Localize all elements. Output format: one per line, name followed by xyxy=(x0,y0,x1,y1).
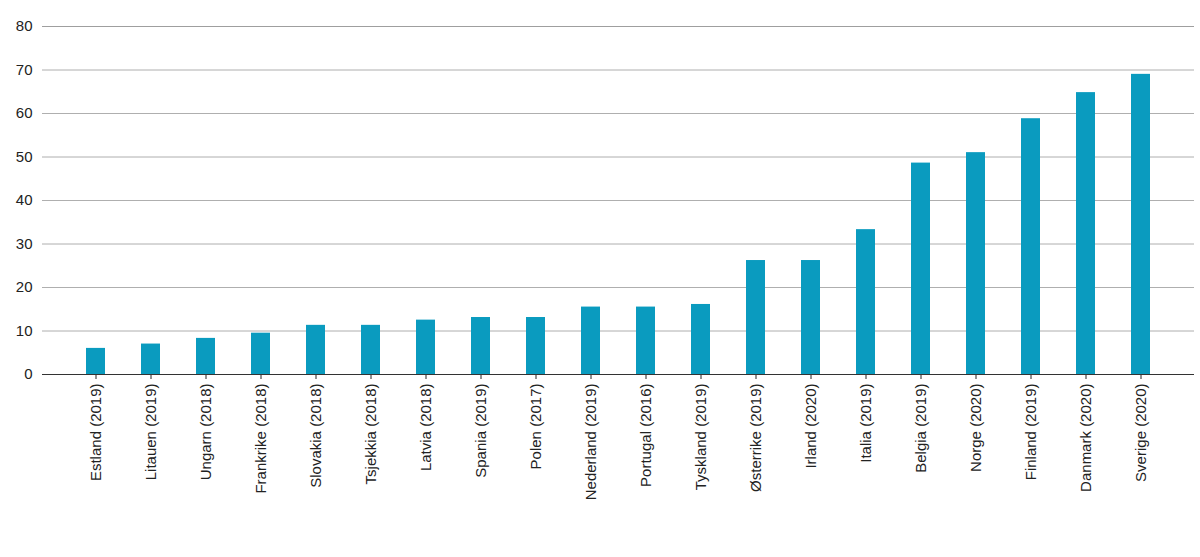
svg-text:20: 20 xyxy=(16,278,33,295)
svg-text:Spania (2019): Spania (2019) xyxy=(472,383,489,477)
svg-text:Italia (2019): Italia (2019) xyxy=(857,384,874,463)
svg-text:80: 80 xyxy=(16,17,33,34)
svg-text:10: 10 xyxy=(16,322,33,339)
svg-text:Irland (2020): Irland (2020) xyxy=(802,384,819,469)
svg-text:Nederland (2019): Nederland (2019) xyxy=(582,384,599,501)
svg-text:Estland (2019): Estland (2019) xyxy=(87,383,104,481)
svg-text:Finland (2019): Finland (2019) xyxy=(1022,384,1039,481)
svg-text:Ungarn (2018): Ungarn (2018) xyxy=(197,384,214,481)
svg-text:Litauen (2019): Litauen (2019) xyxy=(142,384,159,481)
svg-text:Frankrike (2018): Frankrike (2018) xyxy=(252,384,269,494)
svg-text:Østerrike (2019): Østerrike (2019) xyxy=(747,384,764,492)
svg-text:Portugal (2016): Portugal (2016) xyxy=(637,384,654,487)
svg-text:70: 70 xyxy=(16,61,33,78)
svg-text:Slovakia (2018): Slovakia (2018) xyxy=(307,384,324,488)
svg-text:60: 60 xyxy=(16,104,33,121)
svg-text:Belgia (2019): Belgia (2019) xyxy=(912,384,929,473)
svg-text:40: 40 xyxy=(16,191,33,208)
svg-text:30: 30 xyxy=(16,235,33,252)
svg-text:0: 0 xyxy=(24,365,32,382)
svg-text:Tyskland (2019): Tyskland (2019) xyxy=(692,384,709,491)
svg-text:Norge (2020): Norge (2020) xyxy=(967,384,984,472)
svg-text:Danmark (2020): Danmark (2020) xyxy=(1077,384,1094,492)
svg-text:Polen (2017): Polen (2017) xyxy=(527,384,544,470)
svg-text:Sverige (2020): Sverige (2020) xyxy=(1132,383,1149,481)
svg-text:Latvia (2018): Latvia (2018) xyxy=(417,384,434,472)
svg-text:50: 50 xyxy=(16,148,33,165)
svg-text:Tsjekkia (2018): Tsjekkia (2018) xyxy=(362,384,379,485)
